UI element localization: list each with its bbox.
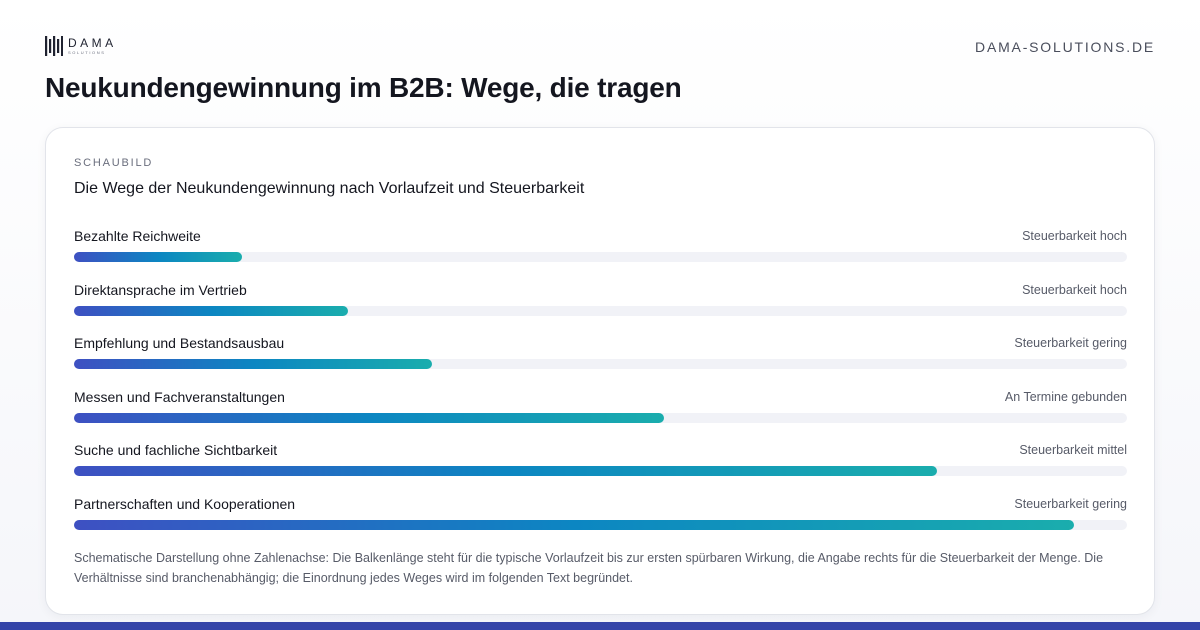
- bar-tag: Steuerbarkeit hoch: [1022, 282, 1127, 297]
- bar-track: [74, 305, 1127, 316]
- bar-label: Bezahlte Reichweite: [74, 228, 201, 244]
- brand-name: DAMA: [68, 36, 117, 50]
- bar-track: [74, 519, 1127, 530]
- bar-fill: [74, 305, 348, 316]
- bar-label: Direktansprache im Vertrieb: [74, 281, 247, 298]
- bar-row: Bezahlte Reichweite Steuerbarkeit hoch: [74, 228, 1127, 282]
- chart-card: SCHAUBILD Die Wege der Neukundengewinnun…: [45, 127, 1155, 615]
- bar-label: Messen und Fachveranstaltungen: [74, 388, 285, 405]
- brand-logo: DAMA SOLUTIONS: [44, 34, 117, 58]
- bar-tag: Steuerbarkeit gering: [1014, 336, 1127, 350]
- bar-row: Direktansprache im Vertrieb Steuerbarkeit…: [74, 282, 1127, 336]
- bottom-accent-bar: [0, 622, 1200, 630]
- bar-row: Empfehlung und Bestandsausbau Steuerbarke…: [74, 335, 1127, 389]
- bar-label: Empfehlung und Bestandsausbau: [74, 335, 285, 351]
- bar-track: [74, 466, 1127, 476]
- bar-tag: An Termine gebunden: [1004, 389, 1127, 404]
- card-kicker: SCHAUBILD: [74, 157, 154, 169]
- chart-subtitle: Die Wege der Neukundengewinnung nach Vor…: [74, 180, 585, 197]
- bar-fill: [74, 252, 243, 262]
- bar-tag: Steuerbarkeit mittel: [1019, 443, 1127, 457]
- bar-row: Partnerschaften und Kooperationen Steuerb…: [74, 496, 1127, 550]
- bar-row: Messen und Fachveranstaltungen An Termine…: [74, 389, 1127, 443]
- bar-label: Partnerschaften und Kooperationen: [74, 495, 296, 512]
- chart-note: Schematische Darstellung ohne Zahlenachs…: [74, 551, 1104, 585]
- bar-fill: [74, 412, 664, 423]
- bar-track: [74, 252, 1127, 262]
- bar-fill: [74, 466, 938, 476]
- site-url[interactable]: DAMA-SOLUTIONS.DE: [975, 39, 1155, 55]
- bar-fill: [74, 519, 1075, 530]
- page-title: Neukundengewinnung im B2B: Wege, die tra…: [45, 72, 682, 103]
- bar-tag: Steuerbarkeit gering: [1014, 496, 1127, 511]
- bar-fill: [74, 359, 433, 369]
- bar-track: [74, 359, 1127, 369]
- bar-rows: Bezahlte Reichweite Steuerbarkeit hoch Dir…: [74, 228, 1127, 549]
- bar-tag: Steuerbarkeit hoch: [1022, 229, 1127, 243]
- dama-logo-icon: [45, 36, 63, 56]
- bar-track: [74, 412, 1127, 423]
- bar-label: Suche und fachliche Sichtbarkeit: [74, 442, 278, 458]
- brand-sub: SOLUTIONS: [68, 50, 106, 55]
- bar-row: Suche und fachliche Sichtbarkeit Steuerba…: [74, 442, 1127, 496]
